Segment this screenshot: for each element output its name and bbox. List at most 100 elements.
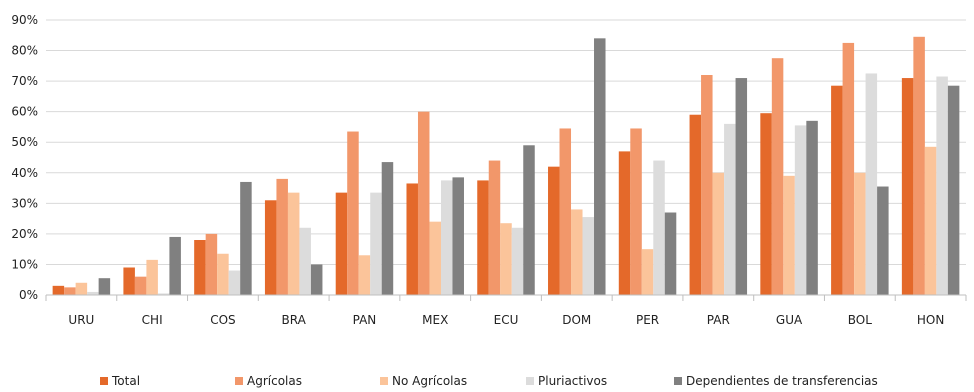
bar [52,285,65,295]
bar [500,223,512,295]
bar [689,114,702,295]
bar [488,160,501,295]
legend-item: Pluriactivos [526,374,607,388]
bar [854,172,866,295]
bar [548,166,560,295]
bar [936,76,948,296]
bar [217,253,229,295]
x-tick-label: PAR [707,313,730,327]
legend: Total Agrícolas No Agrícolas Pluriactivos De… [100,374,878,388]
y-tick-label: 40% [11,166,38,180]
bar [381,162,394,295]
bar [370,192,382,295]
x-tick-label: PER [636,313,659,327]
bars [52,36,960,296]
bar [276,178,288,295]
bar [205,233,218,295]
bar [877,186,889,295]
bar [582,217,595,295]
bar [358,255,371,295]
bar [724,123,736,295]
bar [98,278,111,295]
y-tick-label: 30% [11,196,38,210]
bar [618,151,631,295]
bar [157,293,170,295]
legend-label: Dependientes de transferencias [686,374,878,388]
x-tick-label: GUA [776,313,803,327]
gridlines [46,19,966,265]
bar [299,227,311,295]
bar [559,128,572,295]
bar [335,192,348,295]
y-axis-ticks: 0% 10% 20% 30% 40% 50% 60% 70% 80% 90% [11,13,38,302]
bar [429,221,441,295]
bar [440,180,453,295]
legend-item: Agrícolas [235,374,302,388]
x-tick-label: MEX [422,313,448,327]
legend-swatch [380,377,388,385]
bar [169,236,181,295]
legend-item: Total [100,374,140,388]
y-tick-label: 10% [11,257,38,271]
x-tick-label: BOL [848,313,872,327]
bar [287,192,300,295]
legend-item: Dependientes de transferencias [674,374,878,388]
bar [831,85,843,295]
legend-label: Agrícolas [247,374,302,388]
bar [64,287,76,295]
bar [924,146,937,295]
bar [594,38,606,295]
x-tick-label: URU [68,313,94,327]
bar [228,270,241,295]
bar [653,160,665,295]
x-tick-label: ECU [494,313,519,327]
bar [417,111,430,296]
y-tick-label: 80% [11,44,38,58]
bar [806,120,818,295]
y-tick-label: 90% [11,13,38,27]
bar [523,145,535,295]
bar [146,259,158,295]
bar [194,240,206,295]
x-axis [45,294,967,301]
y-tick-label: 50% [11,135,38,149]
x-tick-label: BRA [282,313,307,327]
legend-swatch [526,377,534,385]
bar [641,249,654,295]
bar [701,75,713,295]
bar [913,36,925,296]
bar [794,125,807,296]
bar [630,128,642,295]
x-tick-label: HON [917,313,944,327]
x-tick-label: PAN [353,313,377,327]
bar [264,200,277,295]
bar [771,58,784,295]
bar [901,78,914,295]
x-axis-ticks: URU CHI COS BRA PAN MEX ECU DOM PER PAR GUA BOL HON [68,313,944,327]
x-tick-label: DOM [562,313,591,327]
y-tick-label: 20% [11,227,38,241]
bar [735,78,748,295]
x-tick-label: COS [210,313,235,327]
legend-swatch [674,377,682,385]
legend-swatch [235,377,243,385]
y-tick-label: 70% [11,74,38,88]
y-tick-label: 60% [11,105,38,119]
bar [87,291,99,295]
legend-swatch [100,377,108,385]
bar [123,267,135,295]
bar [865,73,878,295]
bar [240,181,252,295]
bar [75,282,88,295]
bar [760,113,772,295]
bar [406,183,418,295]
legend-label: Pluriactivos [538,374,607,388]
bar [477,180,489,295]
bar [310,264,323,295]
bar [511,227,524,295]
bar [947,85,960,295]
bar [452,177,464,295]
bar [842,42,855,295]
x-tick-label: CHI [142,313,163,327]
